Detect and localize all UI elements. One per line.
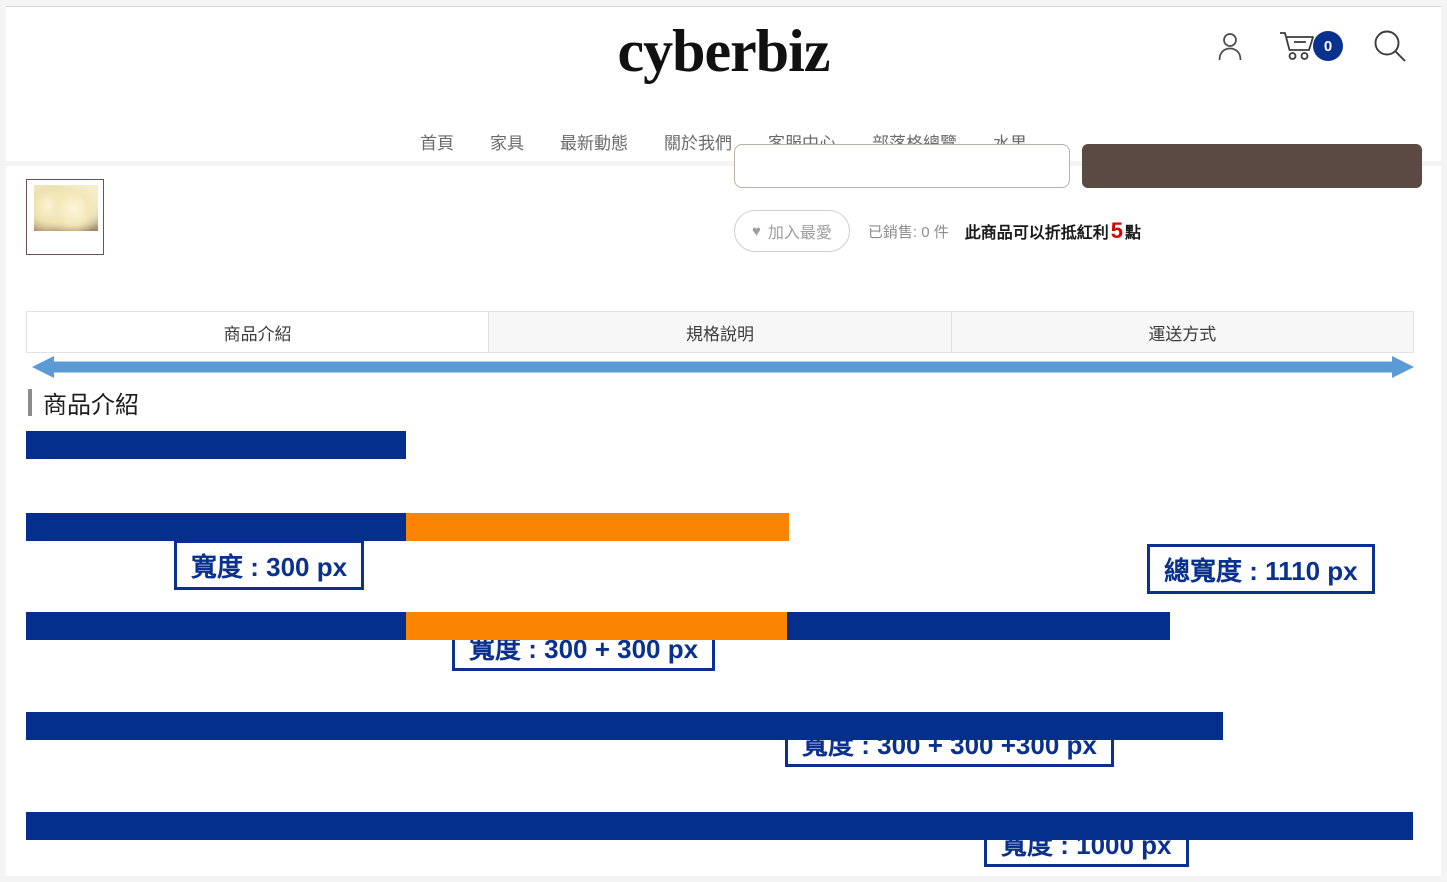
bar-segment-orange [406,513,789,541]
search-icon[interactable] [1369,25,1411,67]
bar-segment-blue [26,812,1413,840]
add-to-cart-button[interactable] [1082,144,1422,188]
sold-count-label: 已銷售: 0 件 [867,223,949,241]
cart-count-badge: 0 [1313,31,1343,61]
bar-row-1 [26,431,406,459]
site-header: cyberbiz 0 [6,6,1441,161]
cart-button[interactable]: 0 [1277,25,1343,67]
bonus-points-label: 此商品可以折抵紅利5 點 [965,218,1141,244]
account-icon[interactable] [1209,25,1251,67]
bar-row-5 [26,812,1413,840]
bar-row-4 [26,712,1223,740]
bar-segment-blue [26,612,406,640]
section-accent-bar [28,389,32,416]
total-width-arrow [32,356,1414,378]
quantity-field[interactable] [734,144,1070,188]
bonus-prefix: 此商品可以折抵紅利 [964,225,1109,242]
heart-icon: ♥ [752,222,761,240]
add-to-favourites-button[interactable]: ♥ 加入最愛 [734,210,850,252]
bonus-points-value: 5 [1110,218,1124,243]
bar-segment-blue [26,712,1223,740]
product-thumbnail-image [34,185,98,231]
product-tabs: 商品介紹 規格說明 運送方式 [26,311,1414,353]
bar-segment-blue [26,431,406,459]
tab-specification[interactable]: 規格說明 [488,312,950,352]
callout-width-300: 寬度 : 300 px [174,540,365,590]
product-meta-row: ♥ 加入最愛 已銷售: 0 件 此商品可以折抵紅利5 點 [734,210,1141,252]
cart-icon[interactable] [1277,25,1319,67]
tab-shipping[interactable]: 運送方式 [950,312,1413,352]
nav-item-about[interactable]: 關於我們 [664,134,732,153]
bar-segment-orange [406,612,787,640]
product-thumbnail[interactable] [26,179,104,255]
header-icon-group: 0 [1209,25,1411,67]
nav-item-furniture[interactable]: 家具 [490,134,524,153]
nav-item-news[interactable]: 最新動態 [560,134,628,153]
bar-row-3 [26,612,1170,640]
content-area: ♥ 加入最愛 已銷售: 0 件 此商品可以折抵紅利5 點 商品介紹 規格說明 運送… [6,144,1441,876]
section-title: 商品介紹 [43,392,139,419]
bar-segment-blue [26,513,406,541]
bar-row-2 [26,513,789,541]
nav-item-home[interactable]: 首頁 [420,134,454,153]
callout-total-width: 總寬度 : 1110 px [1147,544,1375,594]
bar-segment-blue [787,612,1170,640]
bonus-suffix: 點 [1125,225,1142,242]
favourites-label: 加入最愛 [767,225,832,242]
tab-description[interactable]: 商品介紹 [27,312,489,352]
section-heading: 商品介紹 [28,385,139,420]
site-logo[interactable]: cyberbiz [617,18,831,84]
